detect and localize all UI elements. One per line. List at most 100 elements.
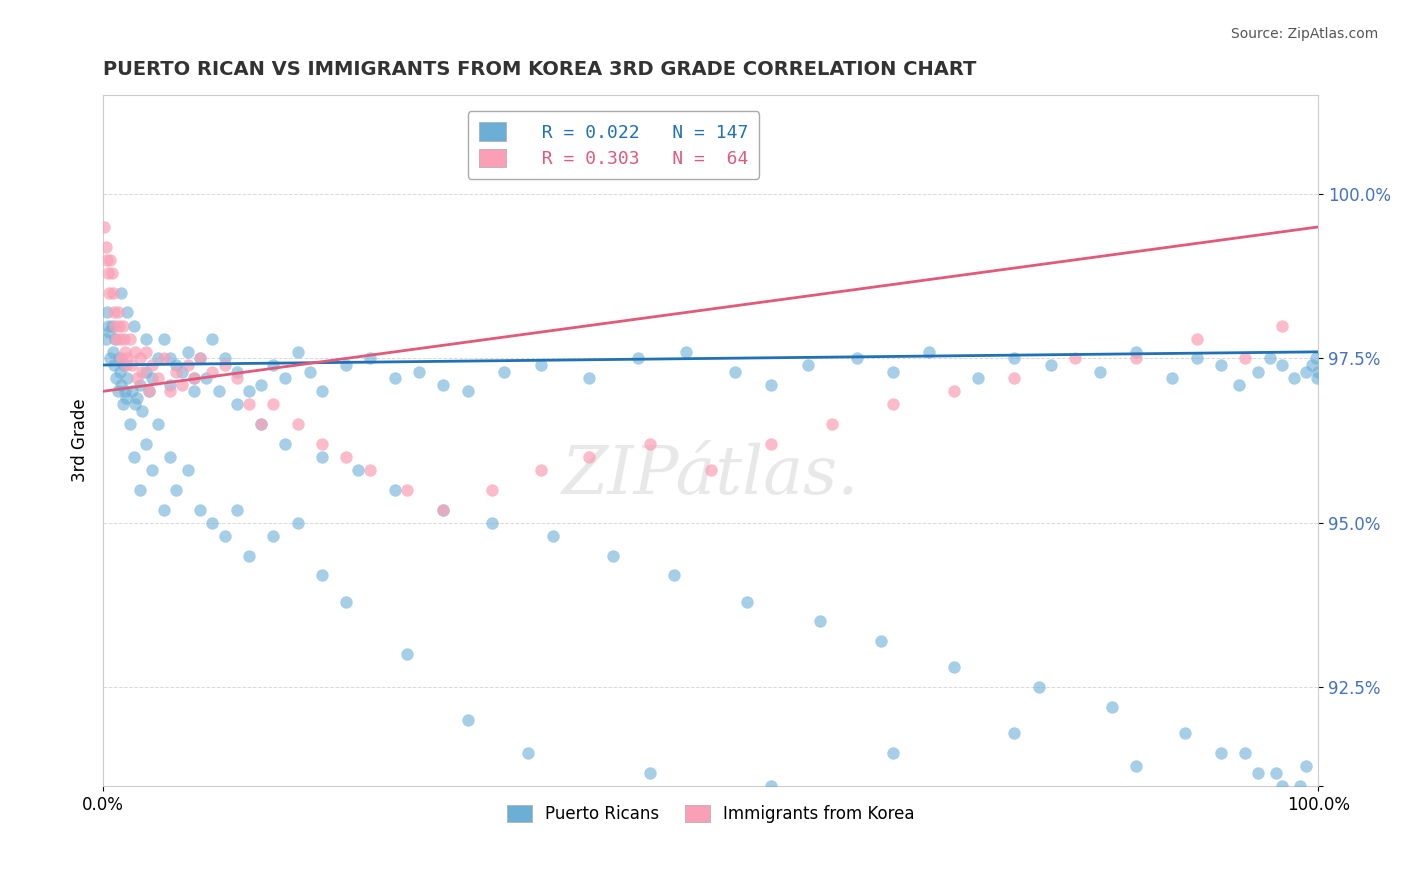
Immigrants from Korea	[238, 397, 260, 411]
Immigrants from Korea	[942, 384, 965, 399]
Puerto Ricans	[287, 516, 309, 530]
Puerto Ricans	[347, 463, 370, 477]
Puerto Ricans	[159, 377, 181, 392]
Puerto Ricans	[1174, 726, 1197, 740]
Immigrants from Korea	[101, 285, 124, 300]
Puerto Ricans	[1125, 344, 1147, 359]
Puerto Ricans	[238, 549, 260, 563]
Puerto Ricans	[135, 332, 157, 346]
Puerto Ricans	[1246, 765, 1268, 780]
Puerto Ricans	[110, 285, 132, 300]
Puerto Ricans	[335, 595, 357, 609]
Immigrants from Korea	[359, 463, 381, 477]
Puerto Ricans	[664, 568, 686, 582]
Puerto Ricans	[1306, 371, 1329, 385]
Puerto Ricans	[117, 305, 139, 319]
Puerto Ricans	[153, 332, 176, 346]
Puerto Ricans	[128, 377, 150, 392]
Puerto Ricans	[146, 417, 169, 432]
Puerto Ricans	[1264, 765, 1286, 780]
Puerto Ricans	[1088, 365, 1111, 379]
Immigrants from Korea	[1125, 351, 1147, 366]
Immigrants from Korea	[100, 252, 122, 267]
Immigrants from Korea	[141, 358, 163, 372]
Immigrants from Korea	[108, 332, 131, 346]
Puerto Ricans	[118, 417, 141, 432]
Immigrants from Korea	[112, 332, 135, 346]
Immigrants from Korea	[104, 318, 127, 333]
Puerto Ricans	[918, 344, 941, 359]
Puerto Ricans	[1289, 779, 1312, 793]
Puerto Ricans	[188, 351, 211, 366]
Puerto Ricans	[138, 384, 160, 399]
Immigrants from Korea	[146, 371, 169, 385]
Puerto Ricans	[112, 358, 135, 372]
Puerto Ricans	[201, 516, 224, 530]
Puerto Ricans	[124, 397, 146, 411]
Puerto Ricans	[214, 529, 236, 543]
Immigrants from Korea	[135, 344, 157, 359]
Puerto Ricans	[408, 365, 430, 379]
Immigrants from Korea	[1185, 332, 1208, 346]
Puerto Ricans	[98, 325, 121, 339]
Puerto Ricans	[1004, 351, 1026, 366]
Puerto Ricans	[238, 384, 260, 399]
Puerto Ricans	[311, 568, 333, 582]
Text: ZIPátlas.: ZIPátlas.	[562, 442, 859, 508]
Immigrants from Korea	[165, 365, 187, 379]
Puerto Ricans	[967, 371, 990, 385]
Puerto Ricans	[1185, 351, 1208, 366]
Immigrants from Korea	[128, 351, 150, 366]
Immigrants from Korea	[98, 285, 121, 300]
Puerto Ricans	[195, 371, 218, 385]
Immigrants from Korea	[111, 318, 134, 333]
Puerto Ricans	[262, 358, 284, 372]
Immigrants from Korea	[103, 305, 125, 319]
Puerto Ricans	[177, 344, 200, 359]
Immigrants from Korea	[432, 502, 454, 516]
Immigrants from Korea	[1271, 318, 1294, 333]
Puerto Ricans	[311, 450, 333, 464]
Puerto Ricans	[1209, 746, 1232, 760]
Puerto Ricans	[1125, 759, 1147, 773]
Immigrants from Korea	[761, 437, 783, 451]
Puerto Ricans	[1282, 371, 1305, 385]
Puerto Ricans	[1039, 358, 1062, 372]
Immigrants from Korea	[335, 450, 357, 464]
Immigrants from Korea	[177, 358, 200, 372]
Text: PUERTO RICAN VS IMMIGRANTS FROM KOREA 3RD GRADE CORRELATION CHART: PUERTO RICAN VS IMMIGRANTS FROM KOREA 3R…	[103, 60, 977, 78]
Immigrants from Korea	[395, 483, 418, 497]
Puerto Ricans	[638, 765, 661, 780]
Puerto Ricans	[384, 371, 406, 385]
Immigrants from Korea	[97, 266, 120, 280]
Puerto Ricans	[494, 365, 516, 379]
Puerto Ricans	[131, 404, 153, 418]
Puerto Ricans	[177, 463, 200, 477]
Immigrants from Korea	[287, 417, 309, 432]
Puerto Ricans	[97, 318, 120, 333]
Puerto Ricans	[287, 344, 309, 359]
Puerto Ricans	[165, 358, 187, 372]
Puerto Ricans	[188, 502, 211, 516]
Puerto Ricans	[359, 351, 381, 366]
Puerto Ricans	[517, 746, 540, 760]
Immigrants from Korea	[105, 332, 128, 346]
Puerto Ricans	[122, 450, 145, 464]
Puerto Ricans	[761, 377, 783, 392]
Puerto Ricans	[869, 634, 891, 648]
Puerto Ricans	[94, 332, 117, 346]
Puerto Ricans	[1271, 779, 1294, 793]
Puerto Ricans	[481, 516, 503, 530]
Immigrants from Korea	[172, 377, 194, 392]
Immigrants from Korea	[107, 305, 129, 319]
Immigrants from Korea	[262, 397, 284, 411]
Puerto Ricans	[172, 365, 194, 379]
Puerto Ricans	[101, 344, 124, 359]
Puerto Ricans	[1308, 365, 1330, 379]
Immigrants from Korea	[100, 266, 122, 280]
Immigrants from Korea	[1064, 351, 1087, 366]
Puerto Ricans	[225, 502, 247, 516]
Puerto Ricans	[1028, 680, 1050, 694]
Immigrants from Korea	[1234, 351, 1257, 366]
Immigrants from Korea	[183, 371, 205, 385]
